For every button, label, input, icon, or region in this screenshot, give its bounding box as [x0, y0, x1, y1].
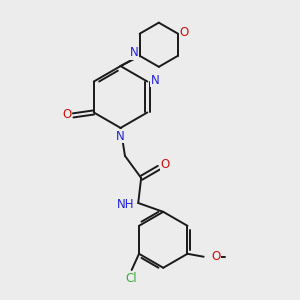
Text: O: O — [180, 26, 189, 39]
Text: NH: NH — [117, 198, 135, 211]
Text: O: O — [160, 158, 169, 171]
Text: N: N — [129, 46, 138, 59]
Text: Cl: Cl — [126, 272, 137, 285]
Text: N: N — [116, 130, 124, 143]
Text: O: O — [62, 108, 71, 121]
Text: N: N — [151, 74, 160, 87]
Text: O: O — [212, 250, 221, 263]
